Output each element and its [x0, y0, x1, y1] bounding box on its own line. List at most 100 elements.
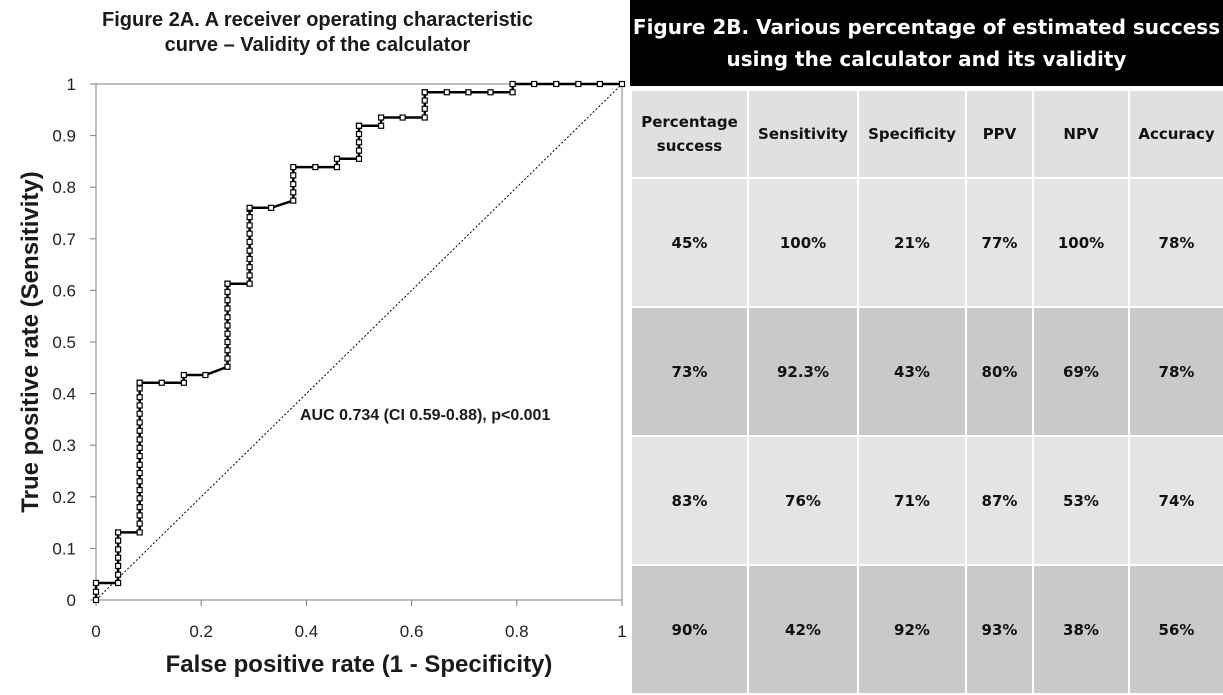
roc-point-marker [246, 280, 253, 287]
y-axis-label: True positive rate (Sensitivity) [17, 171, 44, 512]
roc-point-marker [399, 114, 406, 121]
roc-point-marker [92, 596, 100, 604]
roc-point-marker [355, 130, 363, 138]
roc-point-marker [114, 562, 122, 570]
roc-point-marker [224, 363, 231, 370]
roc-point-marker [531, 80, 538, 88]
roc-point-marker [224, 305, 231, 312]
column-header-npv: NPV [1032, 89, 1130, 179]
roc-point-marker [553, 80, 560, 88]
roc-chart: 0 0.1 0.2 0.3 0.4 0.5 0.6 0.7 0.8 0.9 1 0 0.2 0.4 0.6 0… [17, 75, 627, 678]
roc-point-marker [136, 394, 143, 401]
roc-point-marker [158, 379, 165, 386]
table-title-line-2: using the calculator and its validity [726, 47, 1127, 71]
table-cell: 92% [857, 564, 967, 695]
roc-point-marker [224, 288, 231, 296]
roc-point-marker [487, 89, 494, 96]
roc-point-marker [377, 114, 385, 121]
validity-table: Percentage success Sensitivity Specifici… [630, 89, 1223, 695]
table-row: 45% 100% 21% 77% 100% 78% [630, 177, 1223, 308]
roc-point-marker [355, 155, 363, 162]
y-tick-label: 0.3 [52, 436, 76, 455]
roc-point-marker [136, 385, 143, 392]
table-cell: 100% [1032, 177, 1130, 308]
table-cell: 69% [1032, 306, 1130, 437]
table-cell: 43% [857, 306, 967, 437]
chart-title-line-2: curve – Validity of the calculator [164, 34, 471, 56]
y-tick-label: 0.4 [52, 385, 76, 404]
roc-point-marker [290, 189, 297, 196]
roc-point-marker [224, 322, 231, 329]
roc-point-marker [224, 338, 231, 346]
roc-point-marker [136, 504, 143, 511]
roc-point-marker [312, 163, 319, 171]
table-cell: 90% [630, 564, 749, 695]
roc-point-marker [136, 495, 143, 502]
roc-point-marker [290, 172, 297, 179]
roc-point-marker [355, 139, 363, 146]
x-tick-label: 0.4 [295, 622, 319, 641]
roc-point-marker [246, 204, 253, 211]
column-header-ppv: PPV [965, 89, 1034, 179]
table-cell: 42% [747, 564, 859, 695]
table-cell: 78% [1128, 306, 1223, 437]
roc-point-marker [136, 436, 143, 443]
roc-point-marker [246, 264, 253, 271]
roc-point-marker [290, 197, 297, 204]
y-tick-label: 0.9 [52, 127, 76, 146]
table-cell: 93% [965, 564, 1034, 695]
table-cell: 92.3% [747, 306, 859, 437]
table-cell: 73% [630, 306, 749, 437]
table-cell: 83% [630, 435, 749, 566]
x-tick-label: 0.6 [400, 622, 424, 641]
roc-point-marker [421, 97, 428, 104]
x-tick-label: 0.8 [505, 622, 529, 641]
chart-title: Figure 2A. A receiver operating characte… [20, 8, 615, 58]
roc-point-marker [377, 122, 385, 129]
column-header-specificity: Specificity [857, 89, 967, 179]
roc-point-marker [136, 512, 143, 519]
roc-point-marker [180, 379, 187, 386]
x-tick-label: 0.2 [189, 622, 213, 641]
table-cell: 77% [965, 177, 1034, 308]
column-header-sensitivity: Sensitivity [747, 89, 859, 179]
roc-point-marker [246, 255, 253, 263]
table-cell: 53% [1032, 435, 1130, 566]
table-cell: 80% [965, 306, 1034, 437]
roc-point-marker [355, 147, 363, 154]
roc-point-marker [136, 452, 143, 460]
roc-point-marker [246, 238, 253, 245]
y-tick-label: 0.7 [52, 230, 76, 249]
roc-point-marker [136, 402, 143, 409]
table-row: 83% 76% 71% 87% 53% 74% [630, 435, 1223, 566]
roc-point-marker [465, 89, 472, 96]
table-title-line-1: Figure 2B. Various percentage of estimat… [632, 15, 1221, 39]
roc-point-marker [290, 163, 297, 171]
column-header-accuracy: Accuracy [1128, 89, 1223, 179]
y-tick-label: 0.5 [52, 333, 76, 352]
roc-point-marker [136, 444, 143, 451]
roc-point-marker [136, 461, 143, 468]
y-tick-label: 0.8 [52, 178, 76, 197]
table-cell: 21% [857, 177, 967, 308]
table-cell: 87% [965, 435, 1034, 566]
roc-point-marker [136, 469, 143, 477]
roc-point-marker [333, 163, 341, 171]
validity-table-panel: Figure 2B. Various percentage of estimat… [630, 0, 1223, 695]
roc-point-marker [114, 571, 122, 578]
roc-point-marker [575, 80, 582, 88]
roc-point-marker [224, 330, 231, 337]
roc-point-marker [421, 89, 428, 96]
table-cell: 38% [1032, 564, 1130, 695]
roc-point-marker [246, 230, 253, 237]
roc-point-marker [246, 272, 253, 279]
roc-point-marker [136, 486, 143, 494]
roc-point-marker [509, 89, 516, 96]
roc-point-marker [92, 579, 100, 587]
y-tick-label: 1 [67, 75, 76, 94]
table-cell: 71% [857, 435, 967, 566]
roc-point-marker [114, 529, 122, 536]
roc-point-marker [114, 579, 122, 587]
table-title: Figure 2B. Various percentage of estimat… [630, 0, 1223, 86]
table-cell: 100% [747, 177, 859, 308]
